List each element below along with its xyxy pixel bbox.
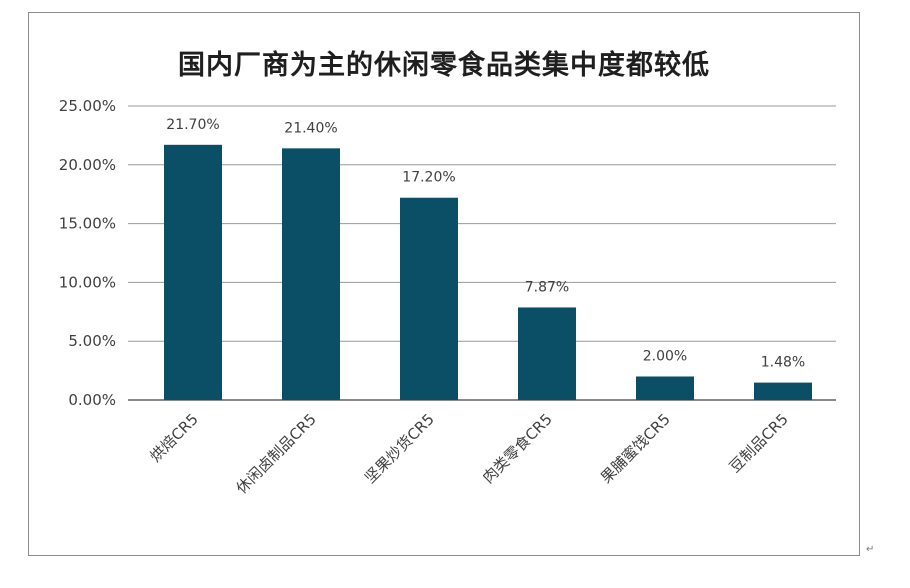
y-tick-label: 25.00% <box>59 97 116 115</box>
chart-title: 国内厂商为主的休闲零食品类集中度都较低 <box>178 50 710 81</box>
bars <box>164 144 812 400</box>
category-label: 坚果炒货CR5 <box>361 410 438 487</box>
bar <box>518 307 576 400</box>
y-tick-label: 5.00% <box>68 332 116 350</box>
data-label: 1.48% <box>761 355 805 371</box>
data-label: 21.70% <box>166 117 219 133</box>
bar <box>636 376 694 400</box>
bar <box>754 382 812 400</box>
y-tick-label: 15.00% <box>59 215 116 233</box>
y-tick-label: 0.00% <box>68 391 116 409</box>
data-label: 7.87% <box>525 279 569 295</box>
gridlines <box>128 105 836 401</box>
data-label: 21.40% <box>284 120 337 136</box>
category-label: 肉类零食CR5 <box>479 410 556 487</box>
data-label: 2.00% <box>643 348 687 364</box>
bar <box>400 197 458 400</box>
corner-mark: ↵ <box>866 544 875 555</box>
y-tick-label: 10.00% <box>59 273 116 291</box>
bar <box>164 144 222 400</box>
category-label: 果脯蜜饯CR5 <box>597 410 674 487</box>
data-label: 17.20% <box>402 170 455 186</box>
bar <box>282 148 340 400</box>
category-label: 烘焙CR5 <box>146 410 201 465</box>
category-label: 休闲卤制品CR5 <box>233 410 320 497</box>
category-label: 豆制品CR5 <box>726 410 792 476</box>
y-tick-label: 20.00% <box>59 156 116 174</box>
